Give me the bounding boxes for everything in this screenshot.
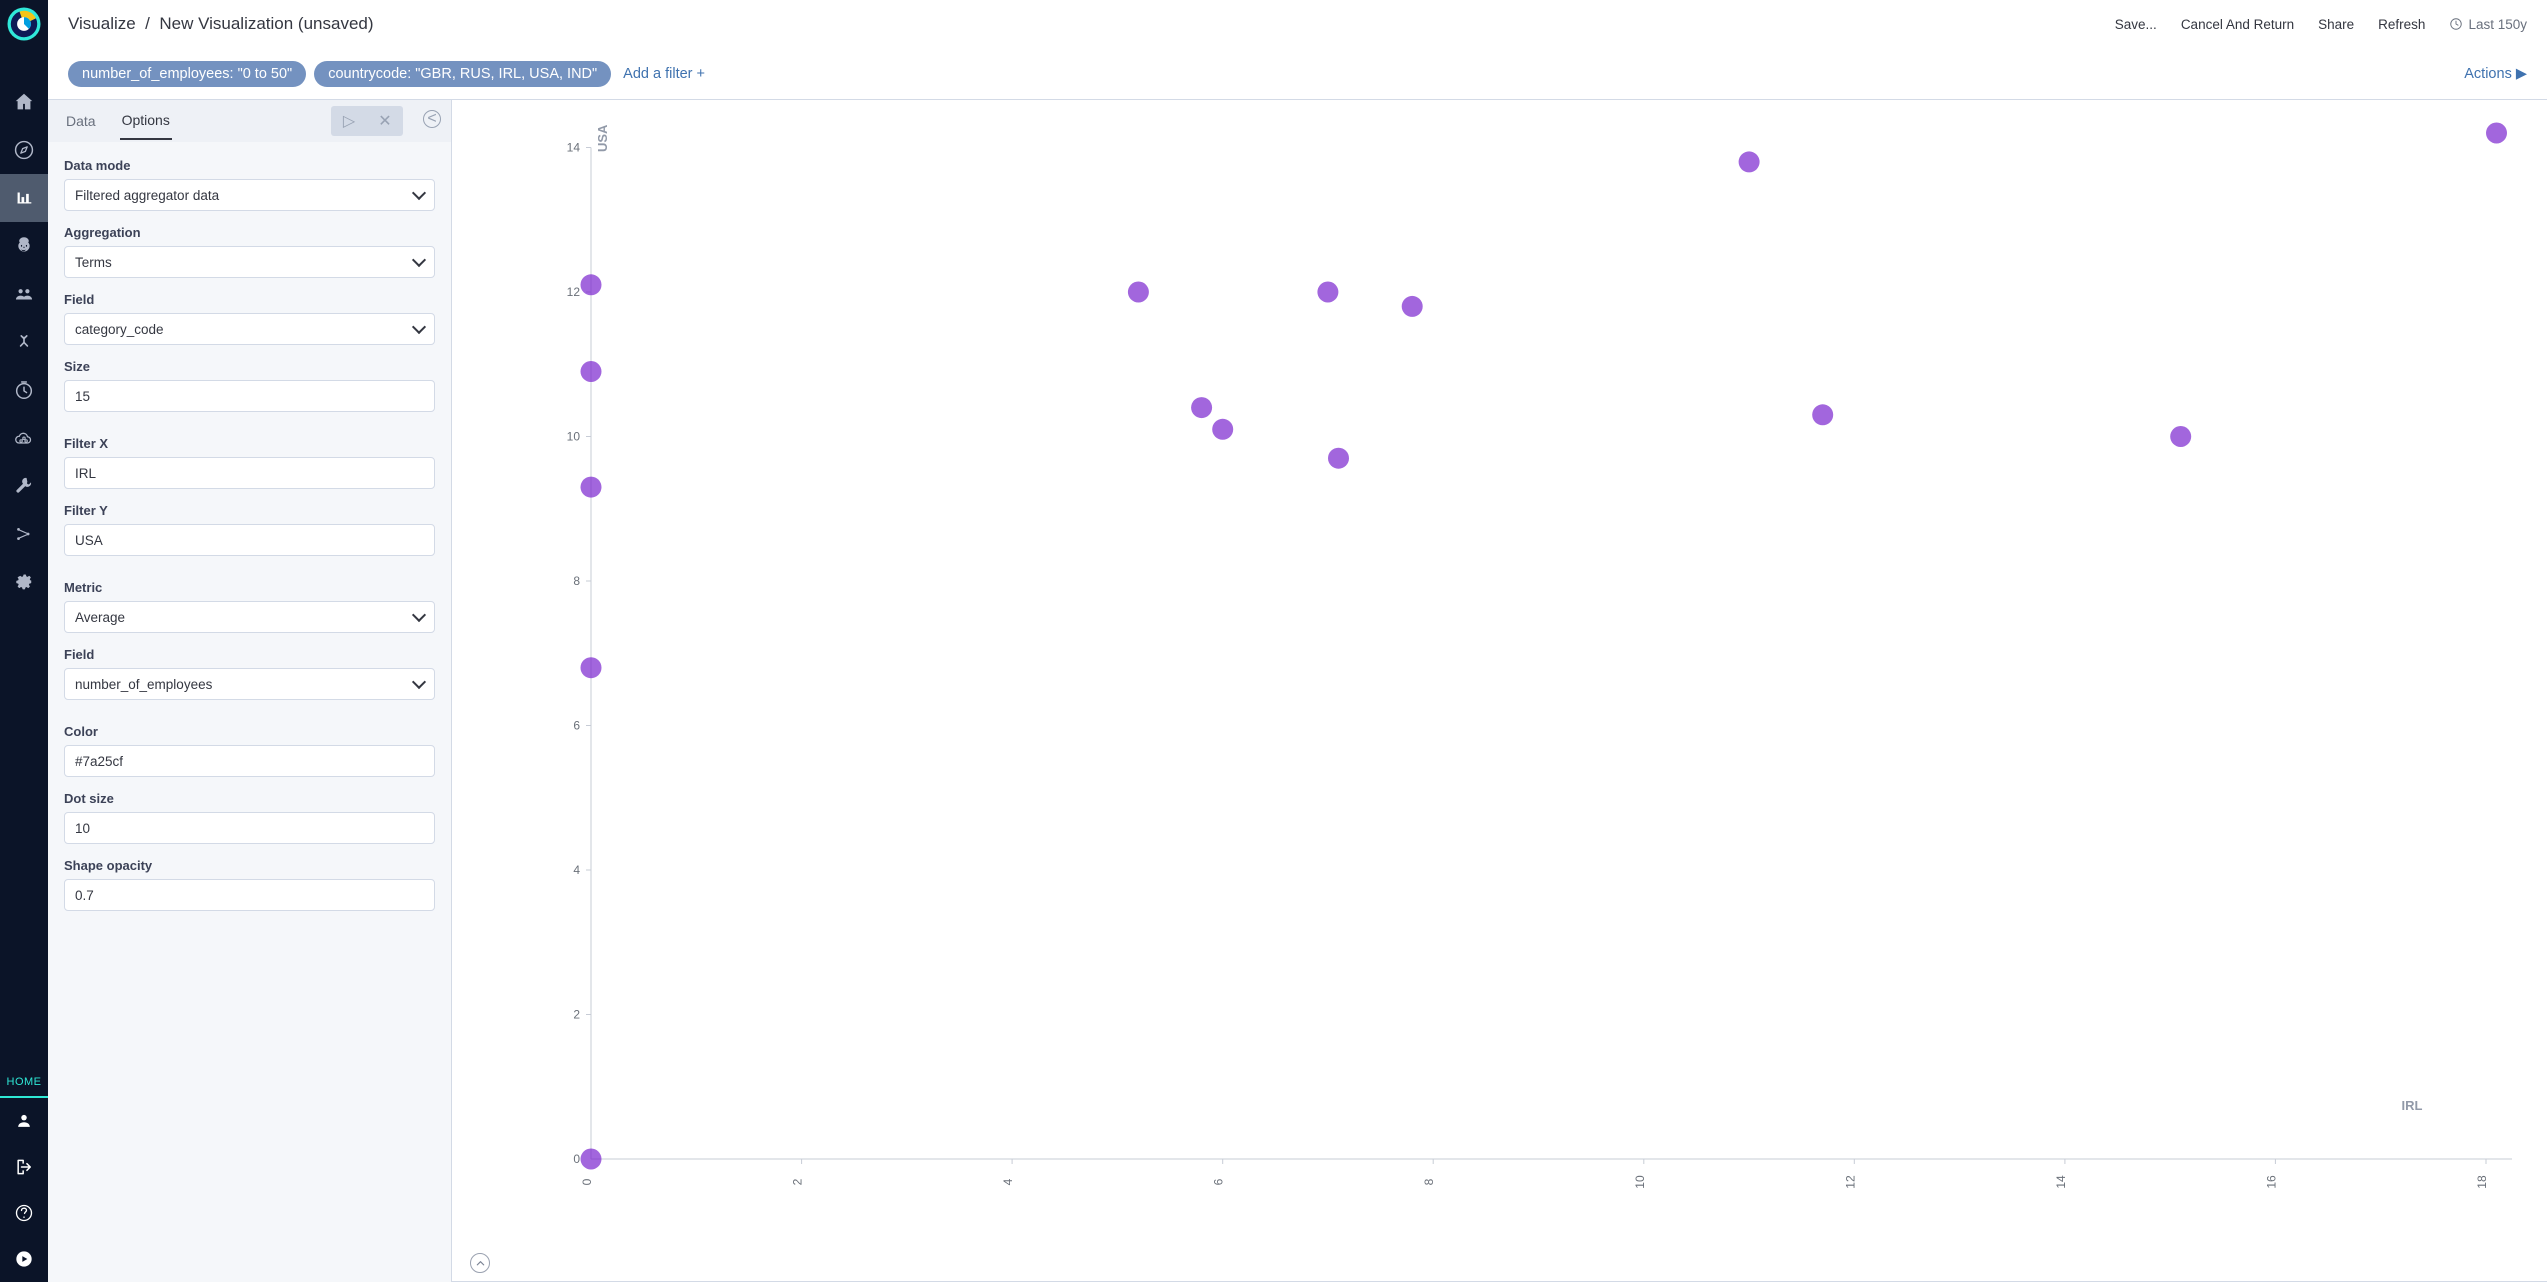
svg-text:0: 0: [573, 1152, 580, 1166]
svg-text:10: 10: [567, 430, 581, 444]
svg-text:4: 4: [573, 863, 580, 877]
svg-text:4: 4: [1001, 1178, 1015, 1185]
svg-text:2: 2: [791, 1178, 805, 1185]
svg-text:12: 12: [567, 285, 581, 299]
svg-text:14: 14: [2054, 1175, 2068, 1189]
svg-text:6: 6: [573, 719, 580, 733]
svg-text:8: 8: [573, 574, 580, 588]
svg-text:IRL: IRL: [2402, 1098, 2423, 1113]
svg-text:2: 2: [573, 1008, 580, 1022]
svg-text:10: 10: [1633, 1175, 1647, 1189]
svg-text:6: 6: [1212, 1178, 1226, 1185]
svg-text:14: 14: [567, 141, 581, 155]
svg-text:USA: USA: [595, 124, 610, 152]
svg-text:0: 0: [580, 1178, 594, 1185]
svg-text:18: 18: [2475, 1175, 2489, 1189]
svg-text:12: 12: [1843, 1175, 1857, 1189]
svg-text:8: 8: [1422, 1178, 1436, 1185]
svg-text:16: 16: [2264, 1175, 2278, 1189]
